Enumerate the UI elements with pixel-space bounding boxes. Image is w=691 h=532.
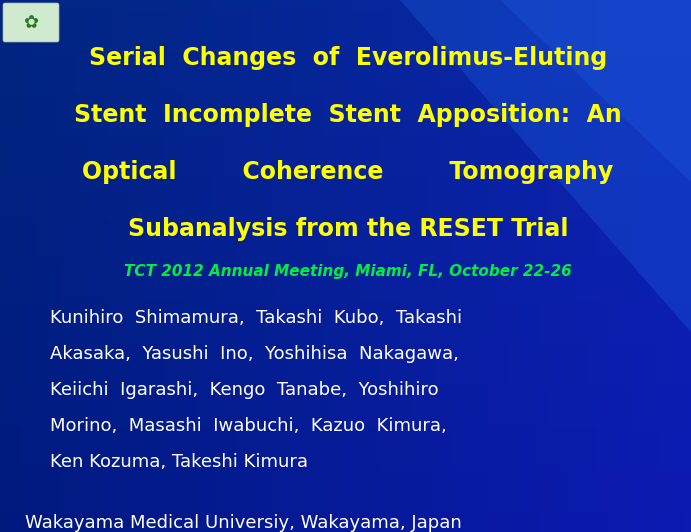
Text: Serial  Changes  of  Everolimus-Eluting: Serial Changes of Everolimus-Eluting — [89, 46, 607, 70]
Text: Stent  Incomplete  Stent  Apposition:  An: Stent Incomplete Stent Apposition: An — [74, 103, 622, 127]
Text: Optical        Coherence        Tomography: Optical Coherence Tomography — [82, 160, 614, 184]
Text: TCT 2012 Annual Meeting, Miami, FL, October 22-26: TCT 2012 Annual Meeting, Miami, FL, Octo… — [124, 264, 572, 279]
Text: Kunihiro  Shimamura,  Takashi  Kubo,  Takashi: Kunihiro Shimamura, Takashi Kubo, Takash… — [50, 309, 462, 327]
Text: Wakayama Medical Universiy, Wakayama, Japan: Wakayama Medical Universiy, Wakayama, Ja… — [25, 514, 462, 532]
Polygon shape — [500, 0, 691, 182]
Polygon shape — [400, 0, 691, 332]
Text: Akasaka,  Yasushi  Ino,  Yoshihisa  Nakagawa,: Akasaka, Yasushi Ino, Yoshihisa Nakagawa… — [50, 345, 459, 363]
Text: Morino,  Masashi  Iwabuchi,  Kazuo  Kimura,: Morino, Masashi Iwabuchi, Kazuo Kimura, — [50, 417, 447, 435]
Text: Ken Kozuma, Takeshi Kimura: Ken Kozuma, Takeshi Kimura — [50, 453, 308, 471]
Text: ✿: ✿ — [23, 14, 39, 32]
Text: Keiichi  Igarashi,  Kengo  Tanabe,  Yoshihiro: Keiichi Igarashi, Kengo Tanabe, Yoshihir… — [50, 381, 439, 399]
Text: Subanalysis from the RESET Trial: Subanalysis from the RESET Trial — [128, 217, 568, 241]
FancyBboxPatch shape — [3, 3, 59, 42]
